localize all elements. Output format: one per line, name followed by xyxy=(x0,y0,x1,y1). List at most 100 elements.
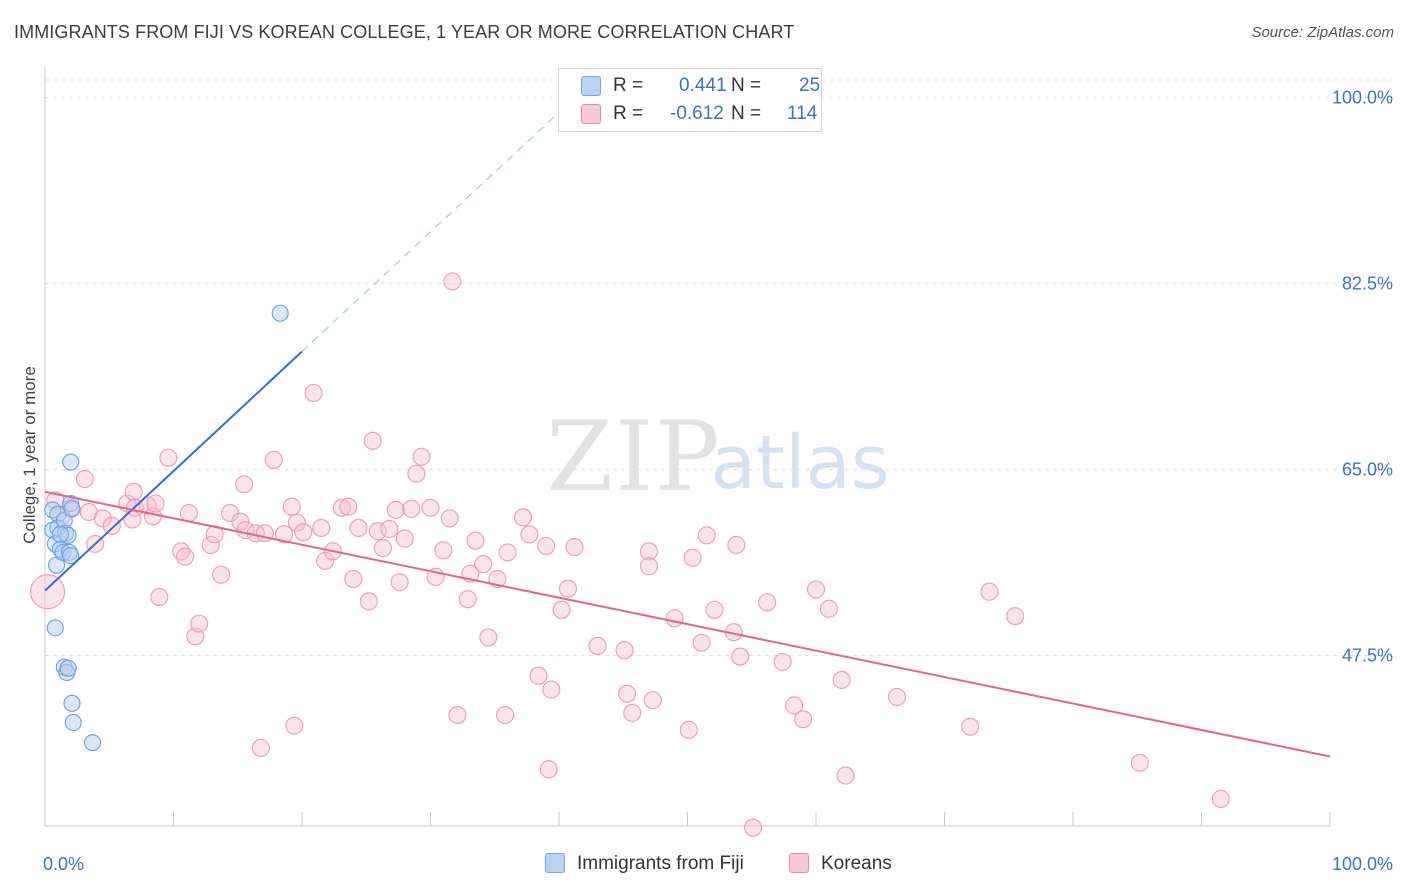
korean-point xyxy=(495,705,515,725)
korean-point xyxy=(520,525,539,544)
korean-point xyxy=(390,573,409,592)
korean-point xyxy=(498,543,517,562)
korean-point xyxy=(395,529,414,548)
korean-point xyxy=(344,569,363,589)
korean-point xyxy=(1130,753,1149,772)
fiji-trend-extension xyxy=(301,97,576,352)
koreans-trend-line xyxy=(44,490,1331,758)
korean-point xyxy=(479,628,498,647)
korean-point xyxy=(758,593,777,612)
bottom-legend-koreans: Koreans xyxy=(789,852,919,876)
korean-point xyxy=(458,590,477,609)
legend-r-label: R = xyxy=(613,103,644,124)
legend-swatch-fiji xyxy=(581,76,601,96)
korean-point xyxy=(412,447,431,466)
bottom-legend-swatch-fiji xyxy=(545,853,565,873)
korean-point xyxy=(731,647,750,666)
korean-point xyxy=(1006,607,1025,626)
korean-point xyxy=(552,600,571,619)
korean-point xyxy=(705,600,724,619)
x-tick-label: 0.0% xyxy=(43,854,84,874)
gridlines xyxy=(45,79,1392,656)
korean-point xyxy=(615,641,634,660)
korean-point xyxy=(683,548,702,567)
korean-point xyxy=(887,687,907,707)
korean-point xyxy=(349,518,368,538)
korean-point xyxy=(836,766,855,785)
x-tick-label: 100.0% xyxy=(1332,854,1393,874)
legend-n-value-koreans: 114 xyxy=(787,103,818,124)
fiji-point xyxy=(64,713,82,732)
legend-r-value-fiji: 0.441 xyxy=(679,75,727,96)
korean-point xyxy=(529,666,548,685)
korean-point xyxy=(542,680,561,699)
correlation-legend: R = 0.441 N = 25 R = -0.612 N = 114 xyxy=(558,68,822,132)
fiji-points xyxy=(44,304,289,752)
korean-point xyxy=(285,716,304,735)
watermark-zip: ZIP xyxy=(546,401,721,513)
korean-point xyxy=(294,523,313,542)
korean-point xyxy=(643,691,662,710)
korean-point xyxy=(679,720,698,739)
watermark-atlas: atlas xyxy=(711,420,890,506)
korean-point xyxy=(282,497,301,516)
koreans-points xyxy=(30,272,1230,837)
trend-lines xyxy=(44,97,1331,758)
korean-point xyxy=(474,555,493,574)
korean-point xyxy=(773,652,792,671)
korean-point xyxy=(123,510,142,529)
y-tick-label: 47.5% xyxy=(1342,646,1393,666)
korean-point xyxy=(287,513,306,532)
korean-point xyxy=(421,498,440,517)
korean-point xyxy=(819,599,838,618)
korean-point xyxy=(785,696,804,715)
korean-point xyxy=(386,500,405,519)
korean-point xyxy=(359,592,378,611)
korean-point xyxy=(211,565,231,584)
korean-point xyxy=(176,547,195,566)
korean-point xyxy=(251,738,270,758)
korean-point xyxy=(363,431,382,450)
korean-point xyxy=(539,760,558,779)
korean-point xyxy=(558,579,578,598)
korean-point xyxy=(623,703,642,722)
legend-r-label: R = xyxy=(613,75,644,96)
korean-point xyxy=(565,538,584,557)
bottom-legend-fiji: Immigrants from Fiji xyxy=(545,852,775,876)
korean-point xyxy=(102,516,121,535)
fiji-point xyxy=(51,525,69,543)
korean-point xyxy=(30,574,66,610)
korean-point xyxy=(380,519,399,539)
korean-point xyxy=(159,448,178,467)
korean-point xyxy=(537,536,556,556)
korean-point xyxy=(179,504,198,523)
korean-point xyxy=(1211,789,1230,809)
korean-point xyxy=(402,499,421,518)
bottom-legend-label-koreans: Koreans xyxy=(821,853,892,874)
source-label: Source: ZipAtlas.com xyxy=(1251,24,1394,41)
korean-point xyxy=(961,717,980,736)
korean-point xyxy=(146,494,165,513)
korean-point xyxy=(743,818,763,837)
korean-point xyxy=(794,710,813,729)
korean-point xyxy=(448,705,467,725)
legend-r-value-koreans: -0.612 xyxy=(670,103,724,124)
korean-point xyxy=(639,557,659,576)
fiji-point xyxy=(63,500,81,518)
fiji-point xyxy=(83,734,102,752)
korean-point xyxy=(93,509,112,528)
korean-point xyxy=(332,498,351,517)
korean-point xyxy=(368,522,387,541)
korean-point xyxy=(692,633,711,652)
korean-point xyxy=(339,497,358,516)
fiji-point xyxy=(62,547,80,565)
korean-point xyxy=(75,470,94,489)
legend-n-label: N = xyxy=(731,103,762,124)
fiji-point xyxy=(46,619,64,637)
korean-point xyxy=(665,609,684,628)
tick-labels: 47.5% 65.0% 82.5% 100.0% 0.0% 100.0% xyxy=(43,88,1393,875)
watermark: ZIP atlas xyxy=(546,401,889,513)
korean-point xyxy=(618,684,637,703)
korean-point xyxy=(264,450,283,469)
